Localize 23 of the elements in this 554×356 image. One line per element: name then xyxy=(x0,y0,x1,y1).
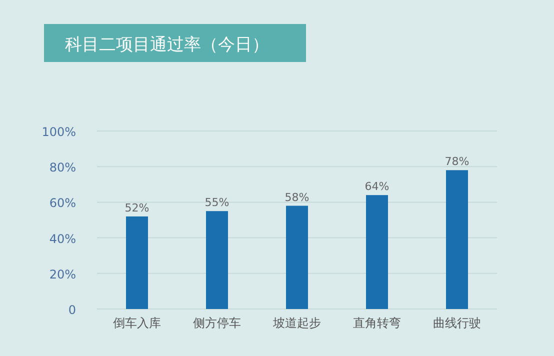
bar xyxy=(206,211,228,309)
y-tick-label: 100% xyxy=(42,125,76,139)
x-tick-label: 坡道起步 xyxy=(272,316,321,330)
title: 科目二项目通过率（今日） xyxy=(44,24,306,62)
x-tick-label: 侧方停车 xyxy=(193,316,241,330)
y-tick-label: 60% xyxy=(49,196,76,210)
x-tick-label: 曲线行驶 xyxy=(433,316,481,330)
data-label: 55% xyxy=(204,196,230,210)
y-tick-label: 40% xyxy=(49,232,76,246)
y-tick-label: 80% xyxy=(49,160,76,175)
data-label: 78% xyxy=(444,155,470,168)
chart-title: 科目二项目通过率（今日） xyxy=(65,35,269,55)
data-label: 58% xyxy=(284,190,310,204)
data-label: 52% xyxy=(124,201,150,214)
data-label: 64% xyxy=(364,180,390,194)
y-tick-label: 0 xyxy=(68,303,76,317)
y-tick-label: 20% xyxy=(49,267,76,282)
bar xyxy=(286,206,308,309)
x-tick-label: 倒车入库 xyxy=(113,316,161,330)
bar xyxy=(446,170,468,309)
bar xyxy=(366,195,388,309)
x-tick-label: 直角转弯 xyxy=(353,316,401,330)
bar xyxy=(126,216,148,309)
